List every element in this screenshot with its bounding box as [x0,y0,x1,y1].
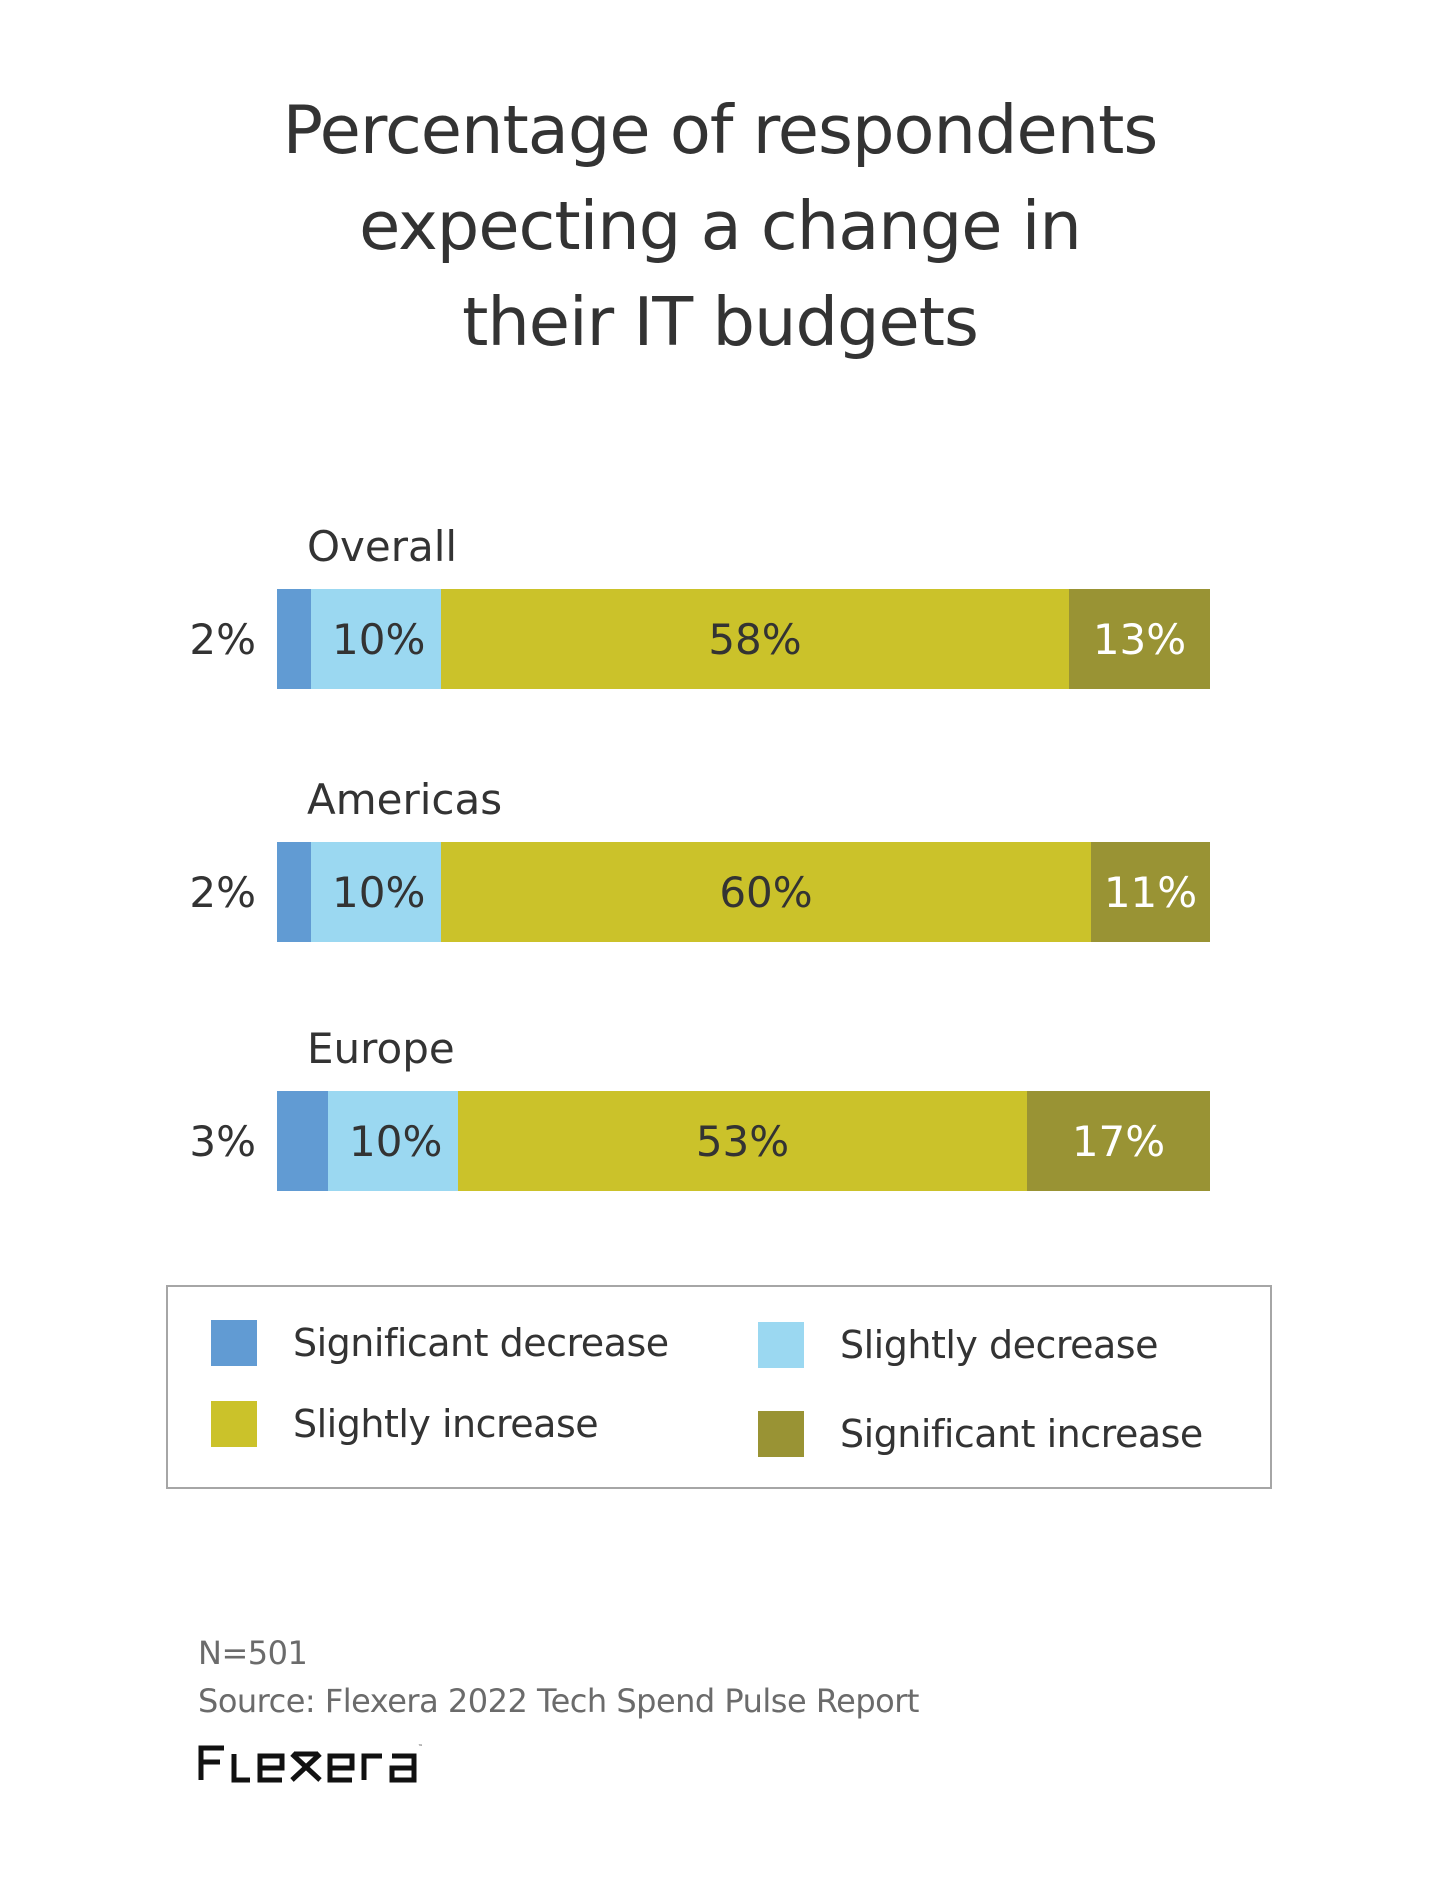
source-note: Source: Flexera 2022 Tech Spend Pulse Re… [198,1682,919,1720]
data-label-americas-slightly-increase: 60% [719,868,812,917]
data-label-americas-significant-decrease: 2% [189,868,256,917]
bar-segment-overall-significant-decrease [277,589,311,689]
bar-segment-americas-significant-increase [1091,842,1210,942]
legend-label: Significant increase [840,1412,1203,1456]
data-label-europe-significant-decrease: 3% [189,1117,256,1166]
legend-label: Significant decrease [293,1321,669,1365]
legend-item-slightly-decrease: Slightly decrease [758,1321,1159,1369]
bar-segment-europe-significant-increase [1027,1091,1210,1191]
data-label-europe-slightly-increase: 53% [696,1117,789,1166]
legend: Significant decrease Slightly decrease S… [166,1285,1272,1489]
data-label-americas-slightly-decrease: 10% [332,868,425,917]
bar-segment-overall-slightly-increase [441,589,1069,689]
data-label-europe-slightly-decrease: 10% [349,1117,442,1166]
category-label-europe: Europe [307,1024,455,1073]
bar-segment-europe-slightly-decrease [328,1091,458,1191]
flexera-logo: ™ [198,1744,423,1783]
legend-label: Slightly decrease [840,1323,1159,1367]
legend-swatch-significant-decrease [211,1320,257,1366]
bar-segment-europe-significant-decrease [277,1091,328,1191]
chart-title-line-1: Percentage of respondents [282,91,1159,169]
bar-segment-americas-slightly-increase [441,842,1091,942]
legend-item-slightly-increase: Slightly increase [211,1400,599,1448]
legend-item-significant-increase: Significant increase [758,1410,1203,1458]
legend-item-significant-decrease: Significant decrease [211,1319,669,1367]
category-label-overall: Overall [307,522,457,571]
data-label-americas-significant-increase: 11% [1104,868,1197,917]
sample-size-note: N=501 [198,1634,308,1672]
legend-swatch-slightly-increase [211,1401,257,1447]
legend-label: Slightly increase [293,1402,599,1446]
bar-segment-americas-significant-decrease [277,842,311,942]
data-label-europe-significant-increase: 17% [1072,1117,1165,1166]
data-label-overall-slightly-decrease: 10% [332,615,425,664]
legend-swatch-slightly-decrease [758,1322,804,1368]
category-label-americas: Americas [307,775,502,824]
chart-title: Percentage of respondents expecting a ch… [0,82,1440,370]
svg-text:™: ™ [418,1744,423,1750]
bar-segment-overall-significant-increase [1069,589,1210,689]
data-label-overall-significant-decrease: 2% [189,615,256,664]
data-label-overall-significant-increase: 13% [1093,615,1186,664]
bar-segment-europe-slightly-increase [458,1091,1027,1191]
bar-segment-overall-slightly-decrease [311,589,441,689]
bar-segment-americas-slightly-decrease [311,842,441,942]
chart-title-line-2: expecting a change in [359,187,1082,265]
legend-swatch-significant-increase [758,1411,804,1457]
chart-title-line-3: their IT budgets [462,283,979,361]
data-label-overall-slightly-increase: 58% [708,615,801,664]
